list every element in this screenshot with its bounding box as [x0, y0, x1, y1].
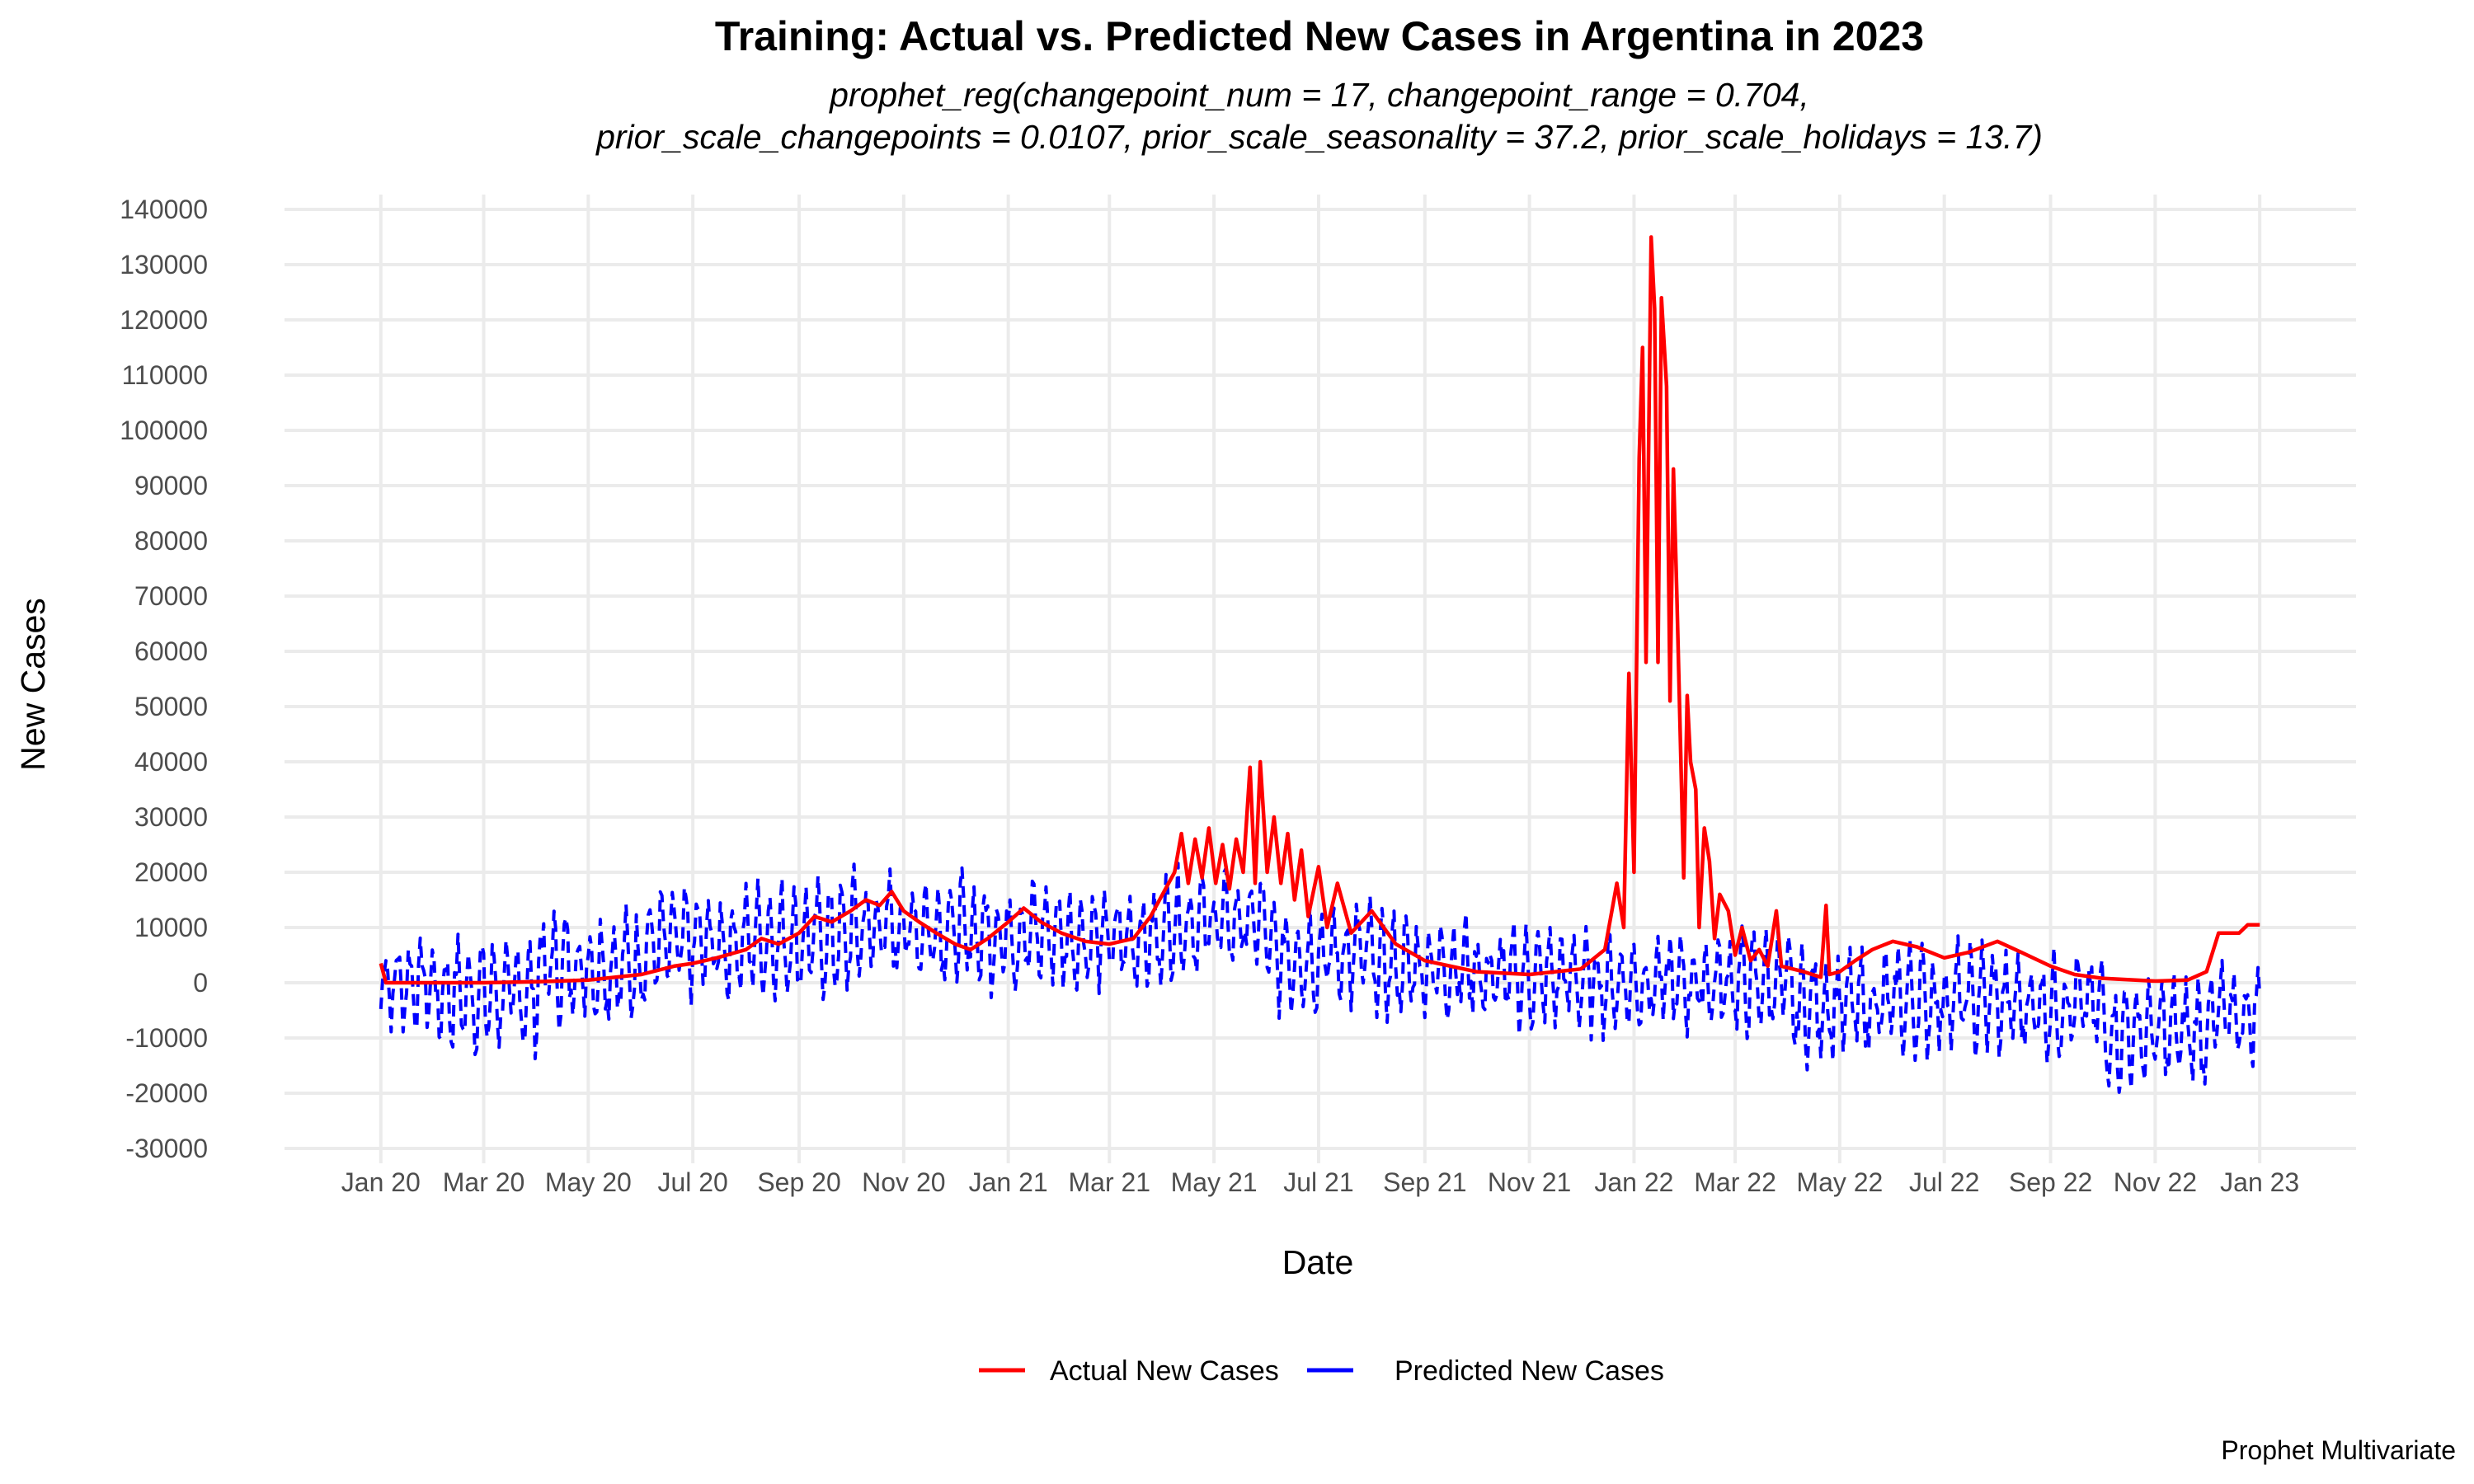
x-tick-label: Mar 22: [1694, 1167, 1776, 1197]
x-tick-label: Jan 20: [341, 1167, 421, 1197]
x-tick-label: May 21: [1171, 1167, 1258, 1197]
y-tick-label: 10000: [134, 913, 208, 942]
x-tick-label: Sep 22: [2009, 1167, 2092, 1197]
y-tick-label: 70000: [134, 581, 208, 611]
legend: Actual New Cases Predicted New Cases: [979, 1355, 1664, 1387]
y-axis-ticks: 1400001300001200001100001000009000080000…: [120, 195, 208, 1163]
y-tick-label: 120000: [120, 305, 208, 335]
legend-label-predicted: Predicted New Cases: [1395, 1355, 1664, 1387]
y-axis-title: New Cases: [14, 598, 52, 771]
x-axis-ticks: Jan 20 Mar 20 May 20 Jul 20 Sep 20 Nov 20 Jan …: [341, 1167, 2299, 1197]
chart-subtitle-line-2: prior_scale_changepoints = 0.0107, prior…: [595, 118, 2043, 156]
series-actual-new-cases: [379, 235, 2260, 985]
legend-label-actual: Actual New Cases: [1050, 1355, 1279, 1387]
y-tick-label: 20000: [134, 857, 208, 887]
series-layer: [379, 235, 2262, 1094]
x-tick-label: Nov 22: [2114, 1167, 2197, 1197]
y-tick-label: -20000: [125, 1078, 208, 1108]
x-tick-label: May 20: [545, 1167, 632, 1197]
x-tick-label: Sep 21: [1383, 1167, 1466, 1197]
x-tick-label: Jul 22: [1909, 1167, 1979, 1197]
x-tick-label: Mar 21: [1069, 1167, 1151, 1197]
y-tick-label: 90000: [134, 471, 208, 500]
x-tick-label: Jul 20: [657, 1167, 727, 1197]
y-tick-label: -30000: [125, 1134, 208, 1163]
y-tick-label: 100000: [120, 416, 208, 445]
x-tick-label: Jul 21: [1283, 1167, 1353, 1197]
y-tick-label: 130000: [120, 250, 208, 279]
x-tick-label: Nov 20: [862, 1167, 945, 1197]
y-tick-label: 40000: [134, 747, 208, 777]
chart-title: Training: Actual vs. Predicted New Cases…: [715, 13, 1924, 59]
y-tick-label: 80000: [134, 526, 208, 556]
y-tick-label: 30000: [134, 802, 208, 832]
x-tick-label: Jan 23: [2220, 1167, 2299, 1197]
x-tick-label: Mar 20: [443, 1167, 525, 1197]
chart-caption: Prophet Multivariate: [2221, 1435, 2456, 1465]
y-tick-label: 0: [193, 968, 208, 998]
x-axis-title: Date: [1282, 1243, 1354, 1281]
y-tick-label: 110000: [122, 360, 208, 390]
y-tick-label: 140000: [120, 195, 208, 224]
series-predicted-new-cases: [379, 862, 2262, 1094]
x-tick-label: May 22: [1796, 1167, 1883, 1197]
x-tick-label: Sep 20: [757, 1167, 840, 1197]
chart-subtitle-line-1: prophet_reg(changepoint_num = 17, change…: [828, 76, 1809, 114]
x-tick-label: Jan 22: [1594, 1167, 1673, 1197]
x-tick-label: Nov 21: [1488, 1167, 1571, 1197]
y-tick-label: 60000: [134, 636, 208, 666]
y-tick-label: -10000: [125, 1023, 208, 1053]
x-tick-label: Jan 21: [969, 1167, 1048, 1197]
y-tick-label: 50000: [134, 692, 208, 721]
